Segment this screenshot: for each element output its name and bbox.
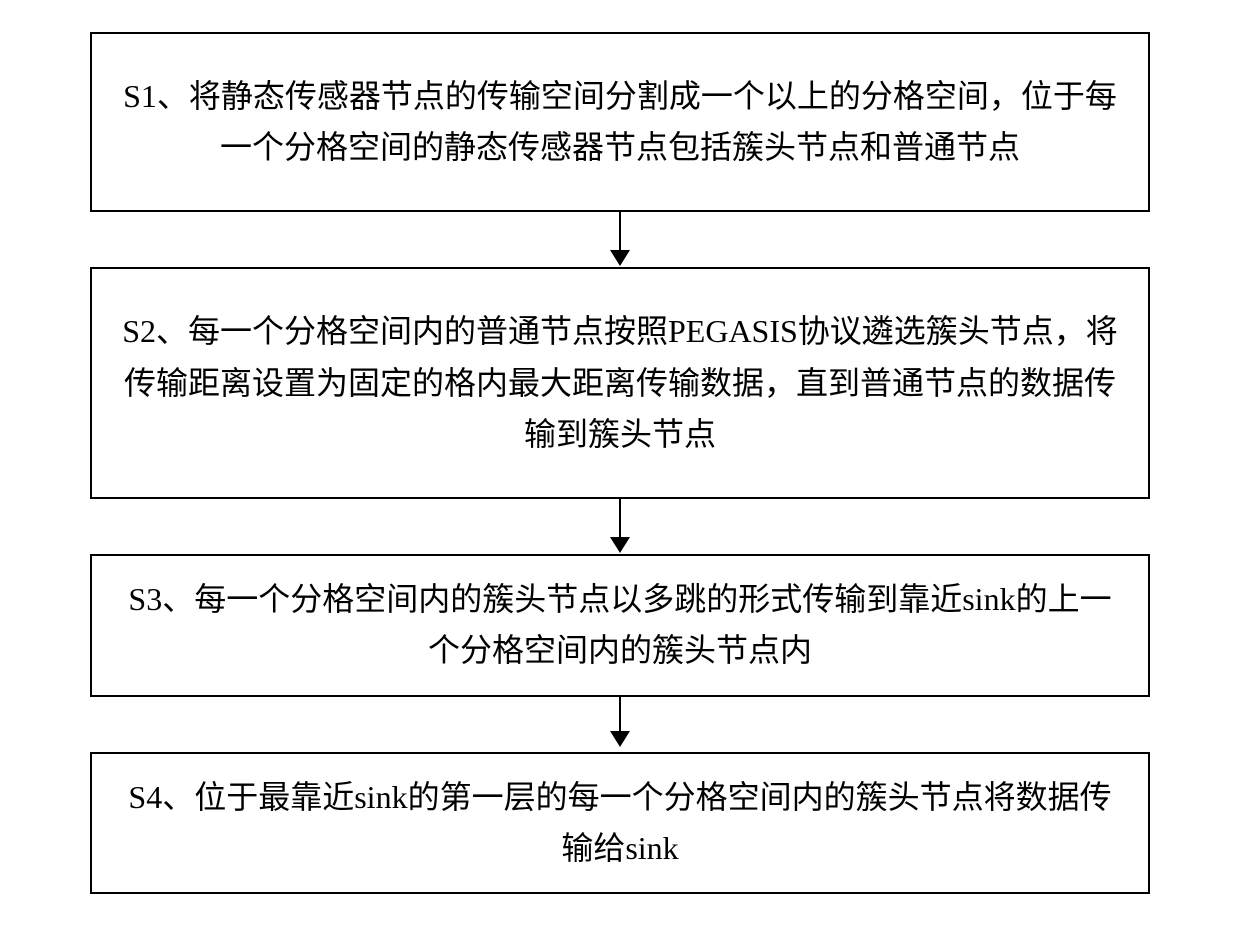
arrow-down-icon xyxy=(610,212,630,267)
arrow-head xyxy=(610,731,630,747)
arrow-line xyxy=(619,697,622,731)
step-text: S3、每一个分格空间内的簇头节点以多跳的形式传输到靠近sink的上一个分格空间内… xyxy=(122,574,1118,676)
flowchart-step-s1: S1、将静态传感器节点的传输空间分割成一个以上的分格空间，位于每一个分格空间的静… xyxy=(90,32,1150,212)
arrow-line xyxy=(619,499,622,537)
step-text: S2、每一个分格空间内的普通节点按照PEGASIS协议遴选簇头节点，将传输距离设… xyxy=(122,306,1118,460)
flowchart-step-s2: S2、每一个分格空间内的普通节点按照PEGASIS协议遴选簇头节点，将传输距离设… xyxy=(90,267,1150,499)
flowchart-step-s3: S3、每一个分格空间内的簇头节点以多跳的形式传输到靠近sink的上一个分格空间内… xyxy=(90,554,1150,696)
arrow-down-icon xyxy=(610,697,630,752)
arrow-down-icon xyxy=(610,499,630,554)
flowchart-container: S1、将静态传感器节点的传输空间分割成一个以上的分格空间，位于每一个分格空间的静… xyxy=(90,32,1150,894)
arrow-head xyxy=(610,250,630,266)
arrow-line xyxy=(619,212,622,250)
step-text: S4、位于最靠近sink的第一层的每一个分格空间内的簇头节点将数据传输给sink xyxy=(122,772,1118,874)
arrow-head xyxy=(610,537,630,553)
step-text: S1、将静态传感器节点的传输空间分割成一个以上的分格空间，位于每一个分格空间的静… xyxy=(122,71,1118,173)
flowchart-step-s4: S4、位于最靠近sink的第一层的每一个分格空间内的簇头节点将数据传输给sink xyxy=(90,752,1150,894)
